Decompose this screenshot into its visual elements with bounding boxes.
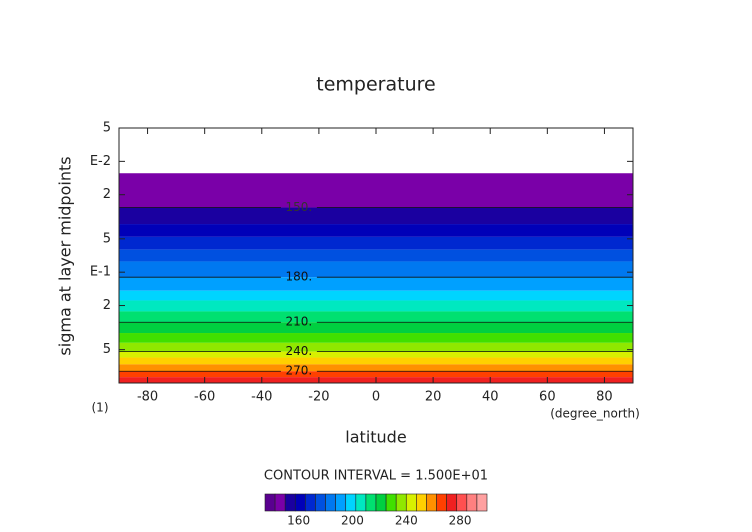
colorbar-box [476, 493, 488, 512]
colorbar-box [466, 493, 478, 512]
y-tick-label: E-2 [90, 154, 111, 169]
colorbar-box [264, 493, 276, 512]
x-axis-label: latitude [345, 428, 406, 447]
colorbar-box [335, 493, 347, 512]
temperature-band [119, 322, 633, 334]
temperature-band [119, 351, 633, 358]
x-tick-label: 80 [596, 390, 613, 405]
x-tick-label: -20 [308, 390, 329, 405]
x-tick-label: 0 [372, 390, 380, 405]
colorbar-box [456, 493, 468, 512]
contour-label: 210. [286, 315, 313, 329]
colorbar-box [365, 493, 377, 512]
colorbar-label: 240 [395, 514, 418, 528]
colorbar-box [294, 493, 306, 512]
colorbar-box [416, 493, 427, 512]
y-tick-label: E-1 [90, 265, 111, 280]
x-tick-label: 20 [425, 390, 442, 405]
x-tick-label: -60 [194, 390, 215, 405]
temperature-band [119, 173, 633, 208]
colorbar-box [274, 493, 286, 512]
y-tick-label: 2 [103, 187, 111, 202]
temperature-band [119, 207, 633, 225]
colorbar-label: 280 [449, 514, 472, 528]
x-tick-label: -80 [137, 390, 158, 405]
y-units: (1) [92, 401, 109, 415]
temperature-band [119, 261, 633, 278]
chart-title: temperature [316, 74, 435, 96]
contour-label: 240. [286, 344, 313, 358]
colorbar-box [446, 493, 458, 512]
contour-label: 180. [286, 270, 313, 284]
colorbar-box [325, 493, 336, 512]
temperature-band [119, 224, 633, 237]
temperature-band [119, 371, 633, 378]
colorbar-label: 200 [341, 514, 364, 528]
contour-interval: CONTOUR INTERVAL = 1.500E+01 [264, 469, 488, 484]
colorbar-box [426, 493, 437, 512]
temperature-band [119, 357, 633, 365]
y-tick-label: 5 [103, 342, 111, 357]
contour-label: 150. [286, 200, 313, 214]
colorbar-box [315, 493, 326, 512]
contour-label: 270. [286, 364, 313, 378]
y-tick-label: 5 [103, 121, 111, 136]
colorbar-box [355, 493, 367, 512]
colorbar-box [395, 493, 407, 512]
x-tick-label: 40 [482, 390, 499, 405]
temperature-band [119, 236, 633, 250]
temperature-band [119, 364, 633, 372]
temperature-band [119, 342, 633, 352]
colorbar-label: 160 [287, 514, 310, 528]
colorbar-box [436, 493, 447, 512]
colorbar-box [375, 493, 387, 512]
y-axis-label: sigma at layer midpoints [56, 156, 75, 355]
temperature-band [119, 311, 633, 323]
temperature-band [119, 333, 633, 343]
x-tick-label: -40 [251, 390, 272, 405]
temperature-band [119, 290, 633, 301]
colorbar-box [284, 493, 296, 512]
colorbar-box [405, 493, 417, 512]
colorbar-box [305, 493, 316, 512]
y-tick-label: 2 [103, 298, 111, 313]
y-tick-label: 5 [103, 231, 111, 246]
colorbar-box [345, 493, 357, 512]
temperature-band [119, 300, 633, 312]
temperature-band [119, 249, 633, 262]
x-units: (degree_north) [550, 407, 640, 421]
temperature-band [119, 277, 633, 291]
x-tick-label: 60 [539, 390, 556, 405]
colorbar-box [385, 493, 397, 512]
